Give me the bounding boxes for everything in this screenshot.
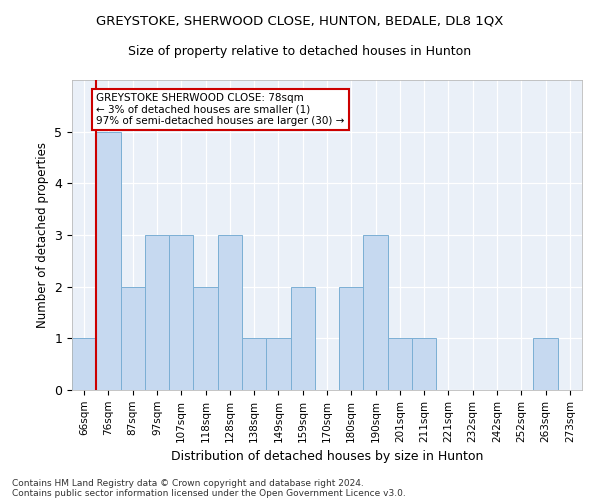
Bar xyxy=(364,235,388,390)
Bar xyxy=(121,286,145,390)
Bar xyxy=(72,338,96,390)
Text: Size of property relative to detached houses in Hunton: Size of property relative to detached ho… xyxy=(128,45,472,58)
Bar xyxy=(96,132,121,390)
Bar xyxy=(169,235,193,390)
Bar xyxy=(242,338,266,390)
Bar xyxy=(388,338,412,390)
Y-axis label: Number of detached properties: Number of detached properties xyxy=(36,142,49,328)
Text: GREYSTOKE SHERWOOD CLOSE: 78sqm
← 3% of detached houses are smaller (1)
97% of s: GREYSTOKE SHERWOOD CLOSE: 78sqm ← 3% of … xyxy=(96,93,344,126)
Bar xyxy=(193,286,218,390)
Bar xyxy=(339,286,364,390)
Text: Contains HM Land Registry data © Crown copyright and database right 2024.: Contains HM Land Registry data © Crown c… xyxy=(12,478,364,488)
Bar xyxy=(533,338,558,390)
Bar xyxy=(218,235,242,390)
Bar xyxy=(145,235,169,390)
Bar xyxy=(412,338,436,390)
Text: Contains public sector information licensed under the Open Government Licence v3: Contains public sector information licen… xyxy=(12,488,406,498)
Text: GREYSTOKE, SHERWOOD CLOSE, HUNTON, BEDALE, DL8 1QX: GREYSTOKE, SHERWOOD CLOSE, HUNTON, BEDAL… xyxy=(97,15,503,28)
Bar xyxy=(266,338,290,390)
Bar xyxy=(290,286,315,390)
X-axis label: Distribution of detached houses by size in Hunton: Distribution of detached houses by size … xyxy=(171,450,483,463)
